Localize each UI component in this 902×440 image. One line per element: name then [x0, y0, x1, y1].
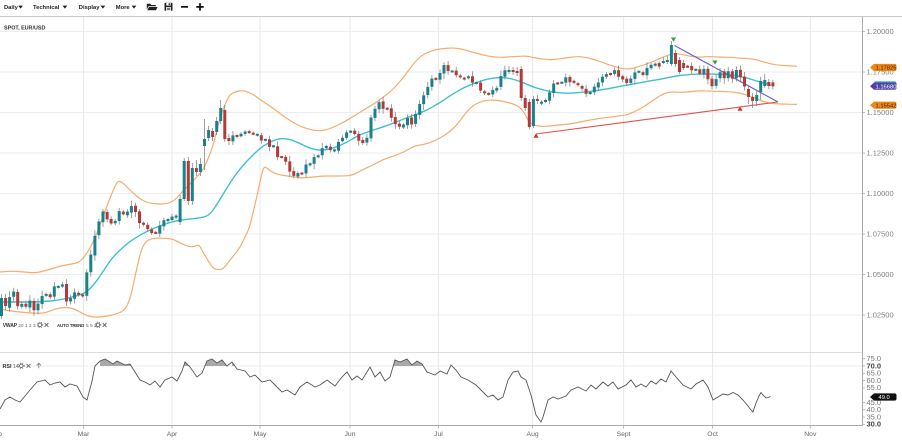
svg-text:1.10000: 1.10000 [867, 189, 894, 198]
svg-text:30.0: 30.0 [867, 420, 882, 429]
svg-text:More: More [116, 5, 131, 11]
svg-text:VWAP: VWAP [3, 323, 18, 329]
svg-text:Apr: Apr [167, 431, 178, 438]
svg-text:Daily: Daily [4, 5, 19, 11]
svg-text:AUTO TREND: AUTO TREND [57, 323, 84, 328]
svg-text:1.12500: 1.12500 [867, 148, 894, 157]
svg-text:1.15542: 1.15542 [876, 103, 897, 109]
svg-text:1.07500: 1.07500 [867, 229, 894, 238]
svg-text:60.0: 60.0 [867, 376, 882, 385]
svg-text:Sept: Sept [617, 431, 631, 438]
svg-text:Display: Display [79, 5, 100, 11]
svg-text:Nov: Nov [804, 431, 817, 438]
svg-text:5 5 2: 5 5 2 [86, 323, 97, 329]
svg-text:Jul: Jul [434, 431, 443, 438]
svg-text:May: May [254, 431, 267, 438]
svg-text:65.0: 65.0 [867, 369, 882, 378]
svg-text:1.05000: 1.05000 [867, 270, 894, 279]
svg-text:Jun: Jun [345, 431, 356, 438]
svg-text:20 1 2 3: 20 1 2 3 [18, 323, 36, 329]
svg-text:35.0: 35.0 [867, 412, 882, 421]
svg-text:1.15000: 1.15000 [867, 108, 894, 117]
svg-text:SPOT, EUR/USD: SPOT, EUR/USD [4, 26, 45, 32]
svg-text:1.17500: 1.17500 [867, 67, 894, 76]
svg-text:49.0: 49.0 [879, 395, 890, 401]
svg-text:Aug: Aug [527, 431, 539, 438]
svg-text:Feb: Feb [0, 431, 2, 438]
svg-text:45.0: 45.0 [867, 398, 882, 407]
svg-text:75.0: 75.0 [867, 354, 882, 363]
svg-text:40.0: 40.0 [867, 405, 882, 414]
svg-text:1.02500: 1.02500 [867, 310, 894, 319]
svg-text:14: 14 [13, 364, 19, 370]
svg-text:1.20000: 1.20000 [867, 27, 894, 36]
svg-text:1.16680: 1.16680 [876, 84, 897, 90]
svg-text:RSI: RSI [3, 364, 12, 370]
svg-text:55.0: 55.0 [867, 383, 882, 392]
svg-text:Mar: Mar [78, 431, 90, 438]
svg-text:1.17825: 1.17825 [876, 66, 897, 72]
svg-text:70.0: 70.0 [867, 361, 882, 370]
svg-text:Technical: Technical [33, 5, 60, 11]
svg-text:Oct: Oct [707, 431, 718, 438]
